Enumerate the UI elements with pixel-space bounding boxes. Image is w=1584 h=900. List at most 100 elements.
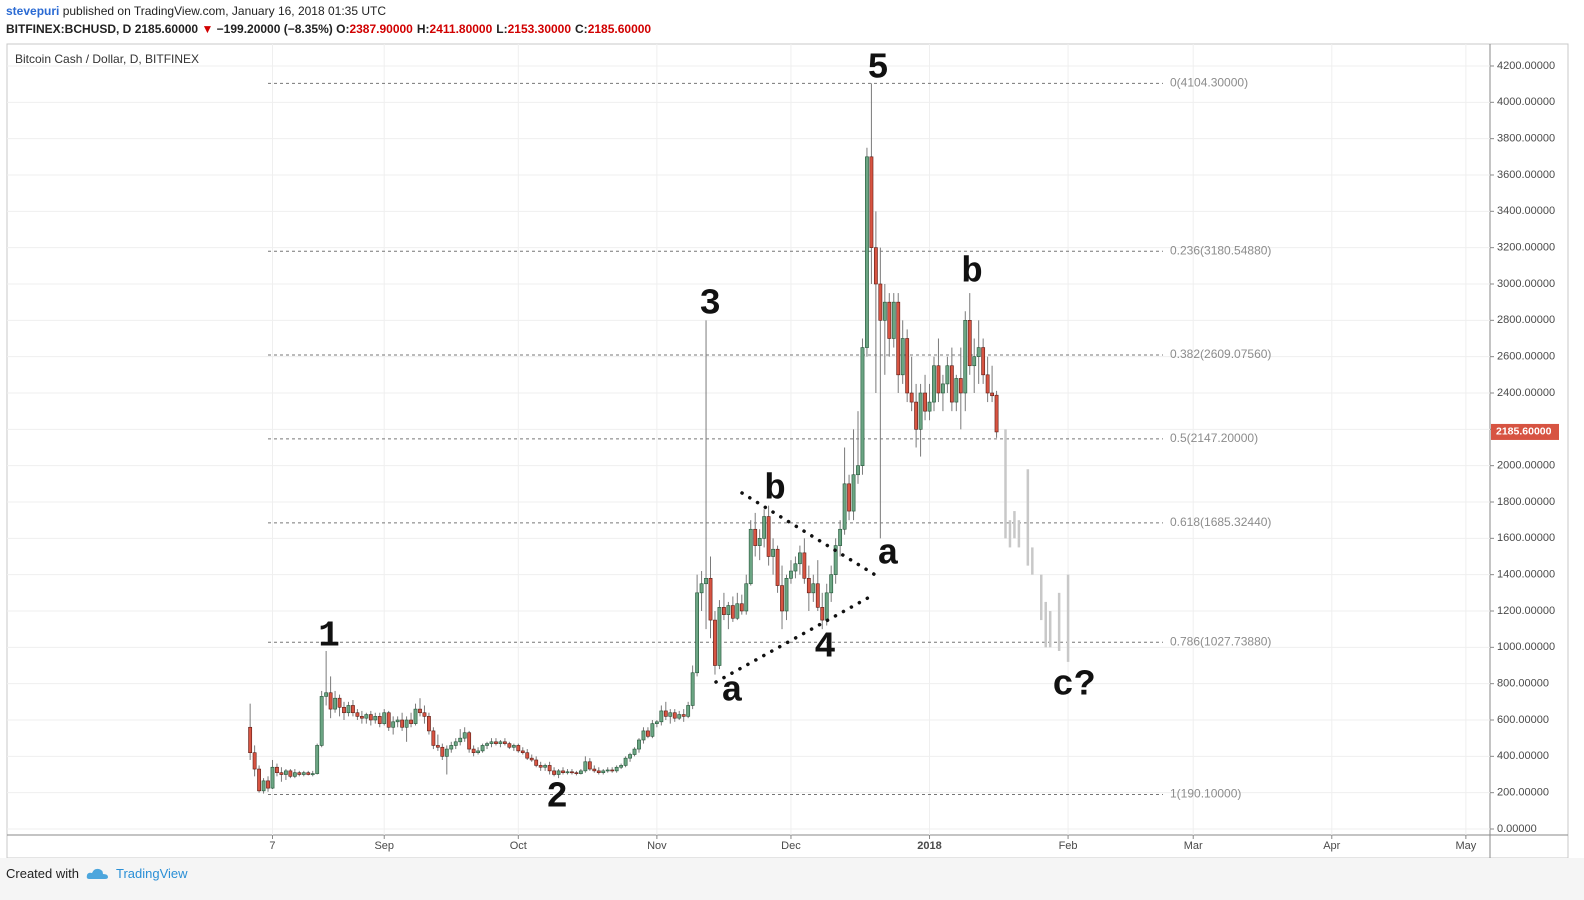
x-tick-label: 7 — [269, 840, 275, 852]
fib-label: 0.786(1027.73880) — [1170, 634, 1271, 648]
candle-body — [342, 706, 346, 714]
candle-body — [458, 737, 463, 743]
brand[interactable]: TradingView — [116, 866, 188, 881]
wave-label: 1 — [318, 616, 340, 657]
candle-body — [976, 347, 981, 357]
candle-body — [601, 770, 606, 773]
candle-body — [382, 712, 387, 724]
candles — [248, 83, 1070, 794]
price: 2185.60000 — [134, 22, 199, 36]
candle-body — [511, 745, 516, 748]
y-tick-label: 200.00000 — [1497, 787, 1549, 799]
candle-body — [570, 771, 574, 774]
wave-label: a — [721, 671, 743, 712]
candle-body — [315, 745, 320, 774]
fib-label: 0.382(2609.07560) — [1170, 347, 1271, 361]
x-tick-label: Oct — [510, 840, 527, 852]
candle-body — [869, 156, 874, 248]
candle-body — [632, 748, 637, 755]
candle-body — [949, 365, 954, 403]
created: Created with — [6, 866, 79, 881]
frame — [6, 43, 1569, 858]
candle-body — [896, 301, 901, 376]
candle-body — [744, 583, 749, 612]
fib-label: 0.618(1685.32440) — [1170, 515, 1271, 529]
candle-body — [704, 577, 708, 585]
logo — [86, 868, 108, 879]
y-tick-label: 1600.00000 — [1497, 532, 1555, 544]
symbol: BITFINEX:BCHUSD, D — [6, 22, 132, 36]
wave-label: 3 — [699, 284, 721, 325]
fib-label: 0.236(3180.54880) — [1170, 243, 1271, 257]
candle-body — [766, 516, 771, 557]
ohlc-key: H: — [416, 22, 430, 36]
candle-body — [467, 732, 472, 750]
ohlc-key: L: — [496, 22, 508, 36]
candle-body — [981, 347, 986, 376]
candle-body — [485, 743, 489, 746]
candle-body — [726, 605, 731, 615]
candle-body — [297, 772, 302, 775]
candle-body — [409, 719, 413, 724]
candle-body — [789, 570, 793, 579]
y-tick-label: 4200.00000 — [1497, 60, 1555, 72]
candle-body — [561, 770, 565, 773]
candle-body — [266, 780, 270, 789]
candle-body — [842, 483, 847, 530]
candle-body — [261, 780, 266, 792]
candle-body — [914, 401, 919, 430]
footer: Created with TradingView — [0, 858, 1584, 900]
candle-body — [288, 770, 293, 777]
candle-body — [762, 516, 767, 539]
ohlc-key: O: — [336, 22, 350, 36]
y-tick-label: 3000.00000 — [1497, 278, 1555, 290]
candle-body — [386, 712, 391, 728]
candle-body — [377, 716, 382, 724]
candle-body — [654, 721, 659, 724]
candle-body — [873, 247, 878, 285]
candle-body — [583, 761, 588, 772]
candle-body — [757, 538, 762, 546]
candle-body — [833, 545, 838, 575]
candle-body — [248, 726, 253, 754]
trendlines — [714, 491, 879, 684]
candle-body — [534, 759, 539, 766]
chart-title: Bitcoin Cash / Dollar, D, BITFINEX — [15, 52, 199, 66]
candle-body — [838, 528, 843, 546]
ohlc-key: C: — [575, 22, 588, 36]
candle-body — [686, 705, 691, 717]
candle-body — [735, 603, 740, 619]
y-tick-label: 800.00000 — [1497, 678, 1549, 690]
candle-body — [730, 605, 735, 619]
candle-body — [476, 750, 480, 754]
fib-levels: 0(4104.30000) 0.236(3180.54880) 0.382(2609… — [268, 76, 1271, 801]
ohlc-value: 2185.60000 — [587, 22, 652, 36]
publish-line: stevepuri published on TradingView.com, … — [6, 4, 386, 18]
candle-body — [346, 705, 351, 714]
candle-body — [355, 712, 360, 717]
candle-body — [547, 765, 552, 772]
candle-body — [722, 607, 726, 615]
candle-body — [319, 696, 324, 746]
user[interactable]: stevepuri — [6, 4, 60, 18]
candle-body — [503, 741, 507, 744]
y-tick-label: 3800.00000 — [1497, 133, 1555, 145]
candle-body — [900, 338, 905, 376]
candle-body — [373, 716, 378, 721]
candle-body — [592, 768, 597, 772]
candle-body — [400, 719, 405, 728]
candle-body — [471, 748, 476, 754]
candle-body — [797, 552, 802, 565]
candle-body — [775, 548, 780, 586]
y-tick-label: 3600.00000 — [1497, 169, 1555, 181]
x-tick-label: 2018 — [917, 840, 941, 852]
candle-body — [936, 365, 941, 394]
wave-label: 4 — [814, 627, 836, 668]
candle-body — [520, 750, 525, 754]
candle-body — [359, 716, 364, 719]
price-tag — [1491, 423, 1559, 440]
y-tick-label: 1000.00000 — [1497, 641, 1555, 653]
symbol-line: BITFINEX:BCHUSD, D 2185.60000 ▼ −199.200… — [6, 22, 655, 36]
candle-body — [252, 752, 257, 770]
candle-body — [824, 592, 829, 621]
